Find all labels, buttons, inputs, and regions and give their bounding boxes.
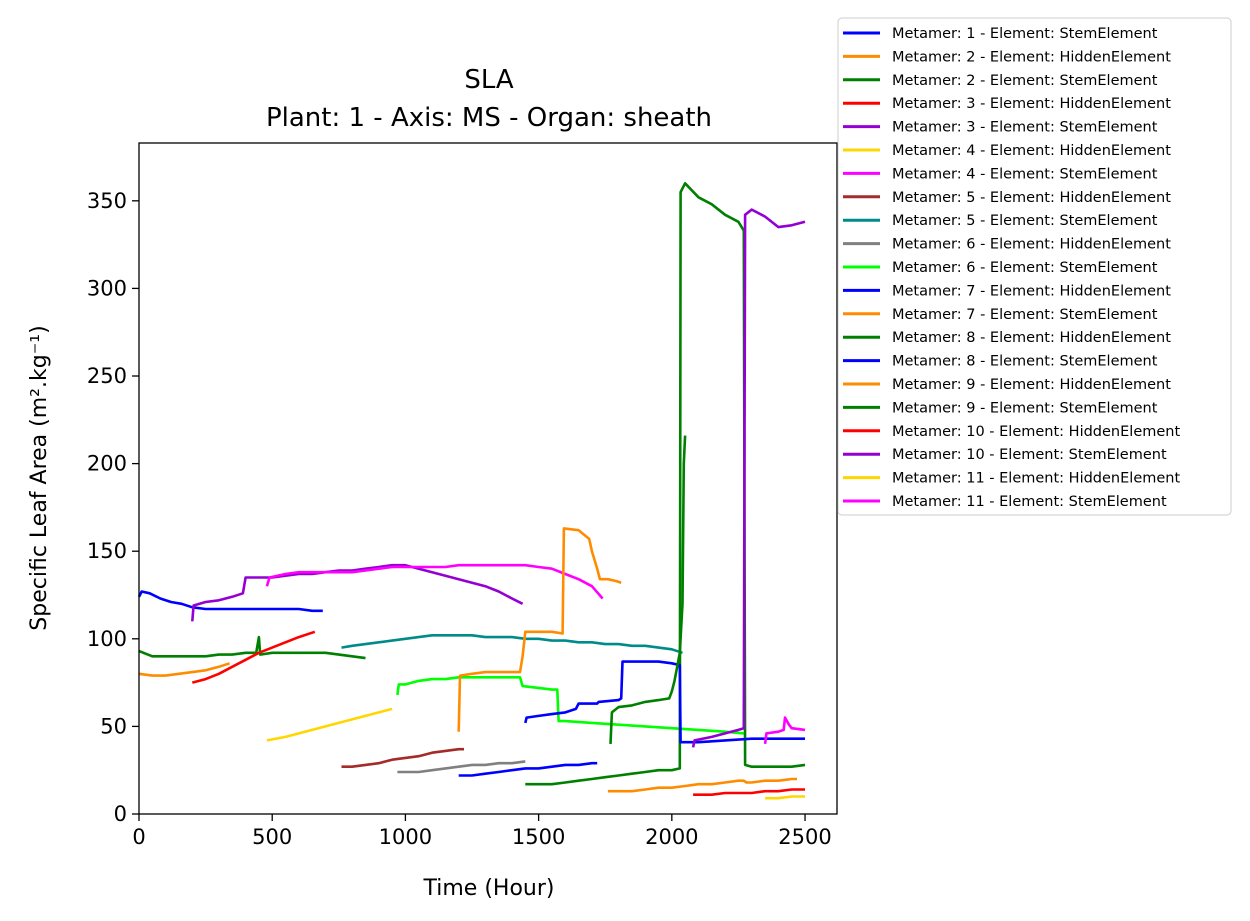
- x-tick-label: 1500: [512, 825, 565, 849]
- legend-label: Metamer: 9 - Element: HiddenElement: [892, 377, 1171, 393]
- series-line-metamer-7-element-hiddenelement: [458, 761, 598, 777]
- legend-label: Metamer: 9 - Element: StemElement: [892, 400, 1158, 416]
- y-tick-label: 0: [114, 802, 127, 826]
- series-line-metamer-8-element-stemelement: [524, 660, 805, 744]
- legend-label: Metamer: 4 - Element: HiddenElement: [892, 143, 1171, 159]
- y-tick-label: 150: [87, 539, 127, 563]
- plot-frame: [138, 142, 838, 815]
- series-line-metamer-2-element-stemelement: [138, 635, 366, 660]
- series-line-metamer-3-element-stemelement: [191, 563, 524, 622]
- series-line-metamer-10-element-stemelement: [691, 208, 806, 748]
- legend-label: Metamer: 2 - Element: StemElement: [892, 73, 1158, 89]
- chart-title: SLA: [464, 65, 514, 95]
- x-tick-label: 1000: [379, 825, 432, 849]
- y-tick-label: 200: [87, 452, 127, 476]
- y-tick-label: 50: [100, 714, 127, 738]
- legend-label: Metamer: 6 - Element: StemElement: [892, 260, 1158, 276]
- legend-label: Metamer: 10 - Element: StemElement: [892, 447, 1167, 463]
- legend-label: Metamer: 11 - Element: StemElement: [892, 494, 1167, 510]
- legend-label: Metamer: 6 - Element: HiddenElement: [892, 237, 1171, 253]
- legend-label: Metamer: 3 - Element: StemElement: [892, 120, 1158, 136]
- series-line-metamer-4-element-stemelement: [265, 563, 604, 600]
- legend-label: Metamer: 5 - Element: StemElement: [892, 213, 1158, 229]
- legend-label: Metamer: 3 - Element: HiddenElement: [892, 96, 1171, 112]
- series-line-metamer-5-element-stemelement: [341, 633, 683, 655]
- series-line-metamer-5-element-hiddenelement: [341, 747, 464, 769]
- x-axis-label: Time (Hour): [423, 876, 555, 901]
- y-tick-label: 350: [87, 189, 127, 213]
- series-line-metamer-9-element-hiddenelement: [607, 777, 797, 793]
- legend-label: Metamer: 10 - Element: HiddenElement: [892, 424, 1180, 440]
- legend-label: Metamer: 8 - Element: StemElement: [892, 354, 1158, 370]
- series-line-metamer-11-element-stemelement: [763, 716, 806, 745]
- y-tick-label: 300: [87, 276, 127, 300]
- chart-subtitle: Plant: 1 - Axis: MS - Organ: sheath: [266, 103, 712, 133]
- series-line-metamer-11-element-hiddenelement: [765, 795, 805, 800]
- legend-label: Metamer: 8 - Element: HiddenElement: [892, 330, 1171, 346]
- x-tick-label: 0: [132, 825, 145, 849]
- y-axis-ticks: 0 50 100 150 200 250 300 350: [87, 189, 139, 826]
- legend-label: Metamer: 11 - Element: HiddenElement: [892, 471, 1180, 487]
- x-axis-ticks: 0 500 1000 1500 2000 2500: [132, 814, 832, 849]
- series-line-metamer-1-element-stemelement: [137, 590, 323, 613]
- series-line-metamer-7-element-stemelement: [457, 527, 622, 732]
- legend-box: [837, 17, 1232, 516]
- series-line-metamer-6-element-stemelement: [396, 675, 744, 735]
- legend: Metamer: 1 - Element: StemElement Metamer…: [837, 17, 1232, 516]
- y-axis-label: Specific Leaf Area (m².kg⁻¹): [27, 325, 52, 630]
- x-tick-label: 2000: [645, 825, 698, 849]
- legend-label: Metamer: 5 - Element: HiddenElement: [892, 190, 1171, 206]
- plot-lines: [137, 182, 806, 800]
- series-line-metamer-6-element-hiddenelement: [397, 760, 526, 774]
- series-line-metamer-2-element-hiddenelement: [138, 662, 231, 677]
- y-tick-label: 250: [87, 364, 127, 388]
- x-tick-label: 500: [252, 825, 292, 849]
- series-line-metamer-4-element-hiddenelement: [266, 707, 393, 742]
- series-line-metamer-3-element-hiddenelement: [191, 630, 316, 684]
- x-tick-label: 2500: [778, 825, 831, 849]
- legend-label: Metamer: 7 - Element: HiddenElement: [892, 283, 1171, 299]
- y-tick-label: 100: [87, 627, 127, 651]
- series-line-metamer-10-element-hiddenelement: [693, 788, 805, 797]
- series-line-metamer-9-element-stemelement: [609, 435, 687, 744]
- legend-label: Metamer: 2 - Element: HiddenElement: [892, 49, 1171, 65]
- series-line-metamer-8-element-hiddenelement: [525, 182, 806, 786]
- legend-label: Metamer: 7 - Element: StemElement: [892, 307, 1158, 323]
- legend-label: Metamer: 1 - Element: StemElement: [892, 26, 1158, 42]
- legend-label: Metamer: 4 - Element: StemElement: [892, 166, 1158, 182]
